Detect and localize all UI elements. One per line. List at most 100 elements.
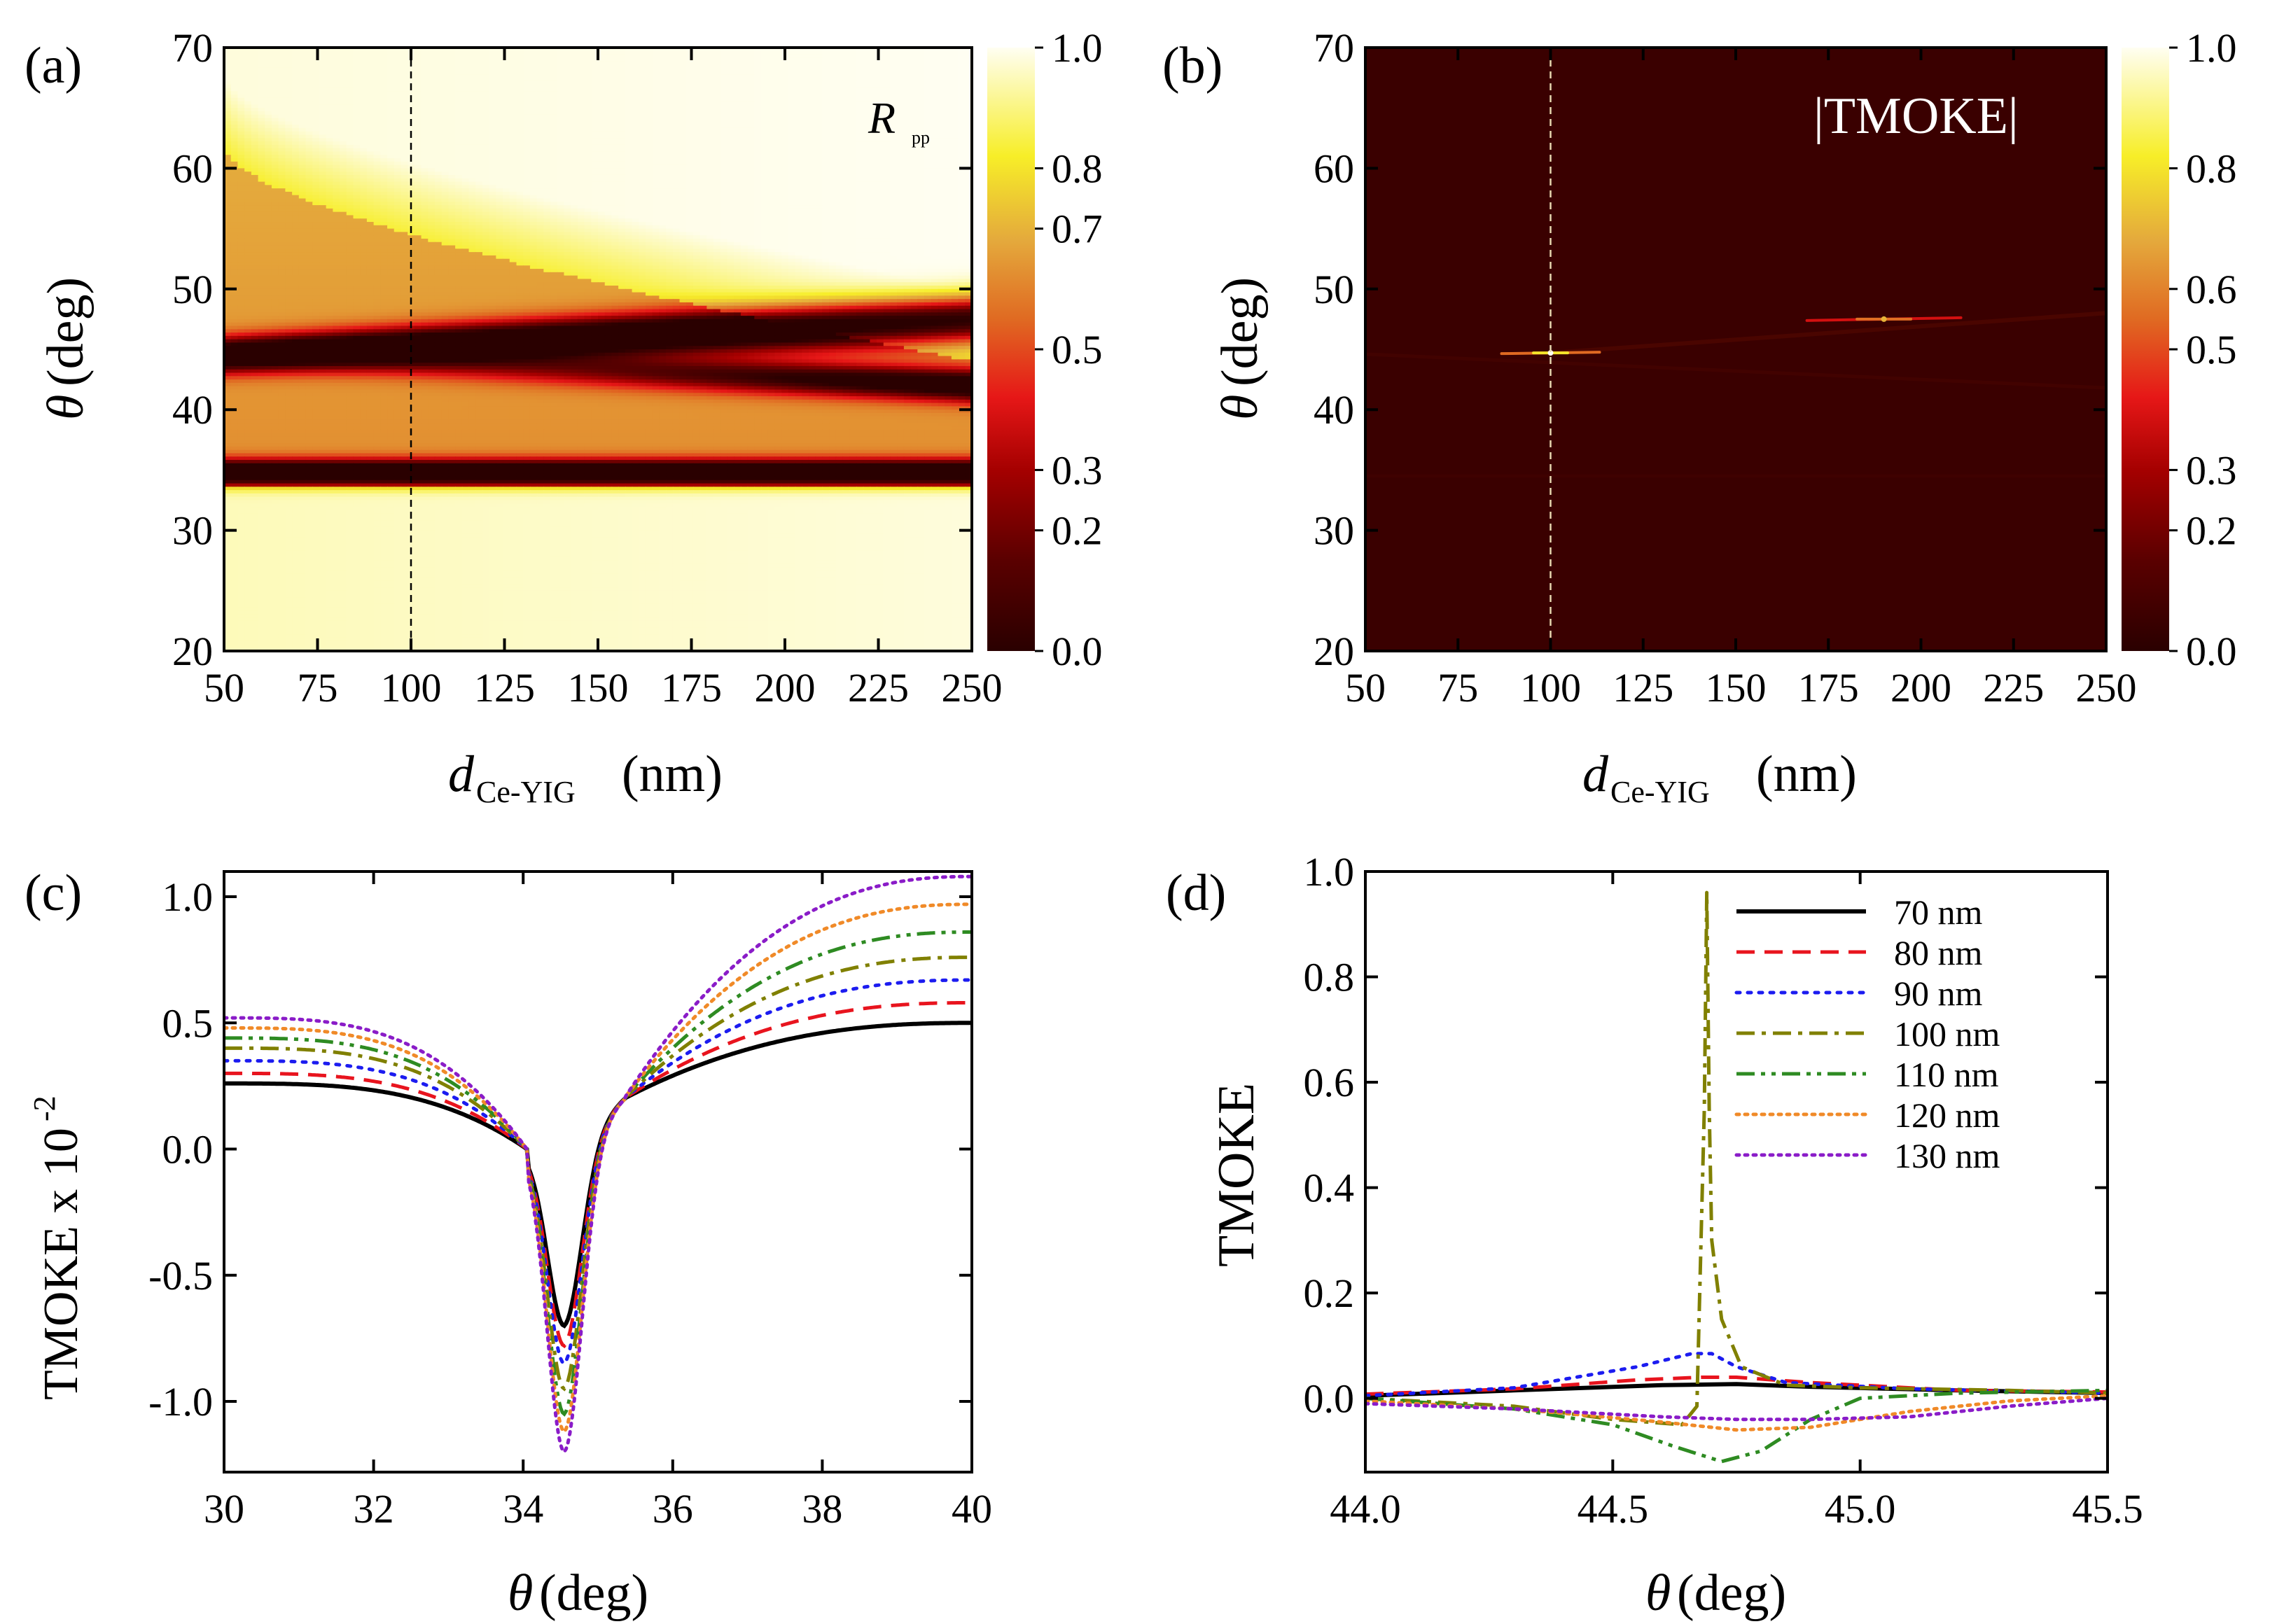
heatmap-a-cell — [292, 85, 300, 89]
heatmap-a-cell — [761, 61, 769, 65]
heatmap-a-cell — [455, 74, 463, 78]
heatmap-a-cell — [319, 94, 327, 99]
heatmap-a-cell — [285, 102, 293, 106]
heatmap-a-cell — [422, 74, 429, 78]
heatmap-a-cell — [550, 111, 558, 115]
heatmap-a-cell — [611, 88, 619, 92]
heatmap-a-cell — [877, 68, 884, 72]
heatmap-a-cell — [319, 55, 327, 59]
heatmap-a-cell — [279, 64, 286, 69]
heatmap-a-cell — [237, 57, 245, 62]
heatmap-a-cell — [774, 108, 782, 112]
heatmap-a-cell — [374, 85, 382, 89]
heatmap-a-cell — [422, 88, 429, 92]
heatmap-a-cell — [428, 88, 436, 92]
heatmap-a-cell — [727, 102, 734, 106]
heatmap-a-cell — [904, 71, 912, 76]
heatmap-a-cell — [659, 91, 667, 95]
heatmap-a-cell — [863, 61, 871, 65]
heatmap-a-cell — [306, 64, 314, 69]
heatmap-a-cell — [237, 78, 245, 82]
heatmap-a-cell — [516, 61, 524, 65]
heatmap-a-cell — [387, 85, 395, 89]
heatmap-a-cell — [537, 55, 545, 59]
heatmap-a-cell — [836, 64, 844, 69]
heatmap-a-cell — [945, 102, 952, 106]
heatmap-a-cell — [251, 91, 259, 95]
heatmap-a-cell — [455, 71, 463, 76]
heatmap-a-cell — [754, 51, 762, 55]
heatmap-a-cell — [557, 94, 565, 99]
heatmap-a-cell — [611, 57, 619, 62]
heatmap-a-cell — [591, 104, 599, 108]
heatmap-a-cell — [734, 78, 741, 82]
heatmap-a-cell — [394, 78, 402, 82]
heatmap-a-cell — [285, 55, 293, 59]
heatmap-a-cell — [917, 78, 925, 82]
heatmap-a-cell — [884, 61, 891, 65]
heatmap-a-cell — [754, 57, 762, 62]
heatmap-a-cell — [510, 64, 517, 69]
heatmap-a-cell — [312, 85, 320, 89]
heatmap-a-cell — [482, 57, 490, 62]
heatmap-a-cell — [374, 88, 382, 92]
heatmap-a-cell — [849, 64, 857, 69]
heatmap-a-cell — [523, 94, 531, 99]
heatmap-a-cell — [401, 78, 408, 82]
heatmap-a-cell — [401, 71, 408, 76]
heatmap-a-cell — [924, 81, 932, 85]
heatmap-a-cell — [503, 88, 510, 92]
heatmap-a-cell — [924, 57, 932, 62]
heatmap-a-cell — [503, 85, 510, 89]
heatmap-a-cell — [442, 91, 450, 95]
heatmap-a-cell — [734, 108, 741, 112]
heatmap-a-cell — [489, 55, 497, 59]
heatmap-a-cell — [849, 78, 857, 82]
heatmap-a-cell — [401, 55, 408, 59]
heatmap-a-cell — [564, 81, 571, 85]
heatmap-a-cell — [340, 51, 347, 55]
heatmap-a-cell — [279, 91, 286, 95]
heatmap-a-cell — [618, 78, 626, 82]
heatmap-a-cell — [666, 81, 674, 85]
heatmap-a-cell — [231, 55, 239, 59]
heatmap-a-cell — [578, 74, 585, 78]
heatmap-a-cell — [516, 111, 524, 115]
heatmap-a-cell — [530, 85, 538, 89]
heatmap-a-cell — [347, 91, 354, 95]
heatmap-a-cell — [713, 68, 721, 72]
heatmap-a-cell — [822, 102, 830, 106]
heatmap-a-cell — [387, 71, 395, 76]
heatmap-a-cell — [312, 61, 320, 65]
heatmap-a-cell — [802, 102, 809, 106]
heatmap-a-cell — [258, 91, 266, 95]
heatmap-a-cell — [312, 98, 320, 102]
heatmap-a-cell — [959, 74, 966, 78]
heatmap-a-cell — [475, 55, 483, 59]
heatmap-a-cell — [537, 104, 545, 108]
heatmap-a-cell — [543, 64, 551, 69]
heatmap-a-cell — [706, 81, 714, 85]
heatmap-a-cell — [720, 85, 728, 89]
heatmap-a-cell — [653, 57, 660, 62]
heatmap-a-cell — [578, 88, 585, 92]
heatmap-a-cell — [353, 68, 361, 72]
heatmap-a-cell — [829, 51, 837, 55]
heatmap-a-cell — [475, 102, 483, 106]
heatmap-a-cell — [353, 81, 361, 85]
heatmap-a-cell — [781, 74, 789, 78]
heatmap-a-cell — [415, 61, 422, 65]
heatmap-a-cell — [856, 98, 864, 102]
heatmap-a-cell — [816, 85, 823, 89]
heatmap-a-cell — [632, 61, 640, 65]
heatmap-a-cell — [265, 71, 272, 76]
heatmap-a-cell — [693, 64, 701, 69]
heatmap-a-cell — [781, 108, 789, 112]
heatmap-a-cell — [367, 57, 375, 62]
heatmap-a-cell — [571, 51, 578, 55]
heatmap-a-cell — [897, 55, 905, 59]
heatmap-a-cell — [605, 88, 613, 92]
heatmap-a-cell — [523, 102, 531, 106]
heatmap-a-cell — [550, 61, 558, 65]
heatmap-a-cell — [829, 74, 837, 78]
